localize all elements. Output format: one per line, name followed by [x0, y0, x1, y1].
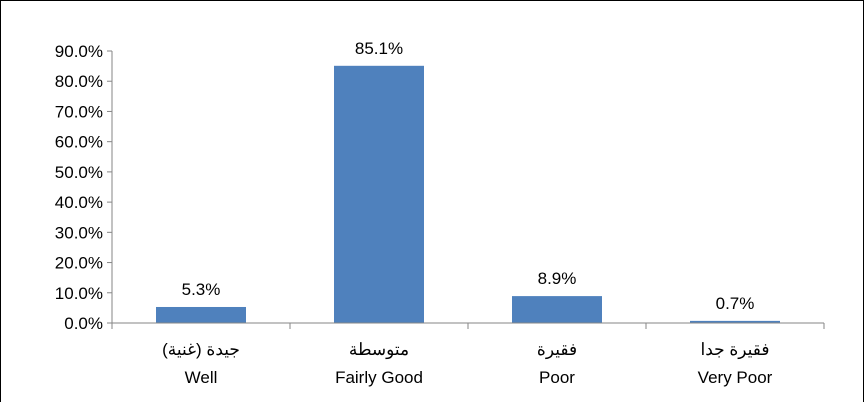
- y-tick-label: 50.0%: [55, 163, 103, 182]
- x-category-label-ar: متوسطة: [349, 340, 409, 360]
- bar: [156, 306, 246, 323]
- x-category-label-en: Well: [185, 368, 218, 387]
- bars: 5.3% 85.1% 8.9% 0.7%: [156, 39, 780, 323]
- y-tick-label: 0.0%: [64, 314, 103, 333]
- y-tick-label: 60.0%: [55, 133, 103, 152]
- y-tick-label: 70.0%: [55, 102, 103, 121]
- y-tick-label: 90.0%: [55, 42, 103, 61]
- data-label: 0.7%: [716, 294, 755, 313]
- data-label: 5.3%: [182, 280, 221, 299]
- x-category-label-en: Poor: [539, 368, 575, 387]
- y-tick-label: 30.0%: [55, 223, 103, 242]
- y-tick-label: 10.0%: [55, 284, 103, 303]
- x-category-label-en: Very Poor: [698, 368, 773, 387]
- y-tick-label: 20.0%: [55, 254, 103, 273]
- x-category-label-en: Fairly Good: [335, 368, 423, 387]
- bar: [334, 65, 424, 323]
- bar: [690, 320, 780, 323]
- x-category-label-ar: فقيرة جدا: [700, 340, 769, 360]
- y-tick-label: 40.0%: [55, 193, 103, 212]
- data-label: 8.9%: [538, 269, 577, 288]
- x-category-label-ar: فقيرة: [537, 340, 577, 360]
- bar: [512, 296, 602, 323]
- y-axis: 0.0% 10.0% 20.0% 30.0% 40.0% 50.0% 60.0% 70.0% 8…: [55, 42, 113, 333]
- x-category-label-ar: جيدة (غنية): [162, 340, 240, 359]
- y-tick-label: 80.0%: [55, 72, 103, 91]
- data-label: 85.1%: [355, 39, 403, 58]
- x-axis: جيدة (غنية) Well متوسطة Fairly Good فقيرة Poo…: [111, 322, 825, 387]
